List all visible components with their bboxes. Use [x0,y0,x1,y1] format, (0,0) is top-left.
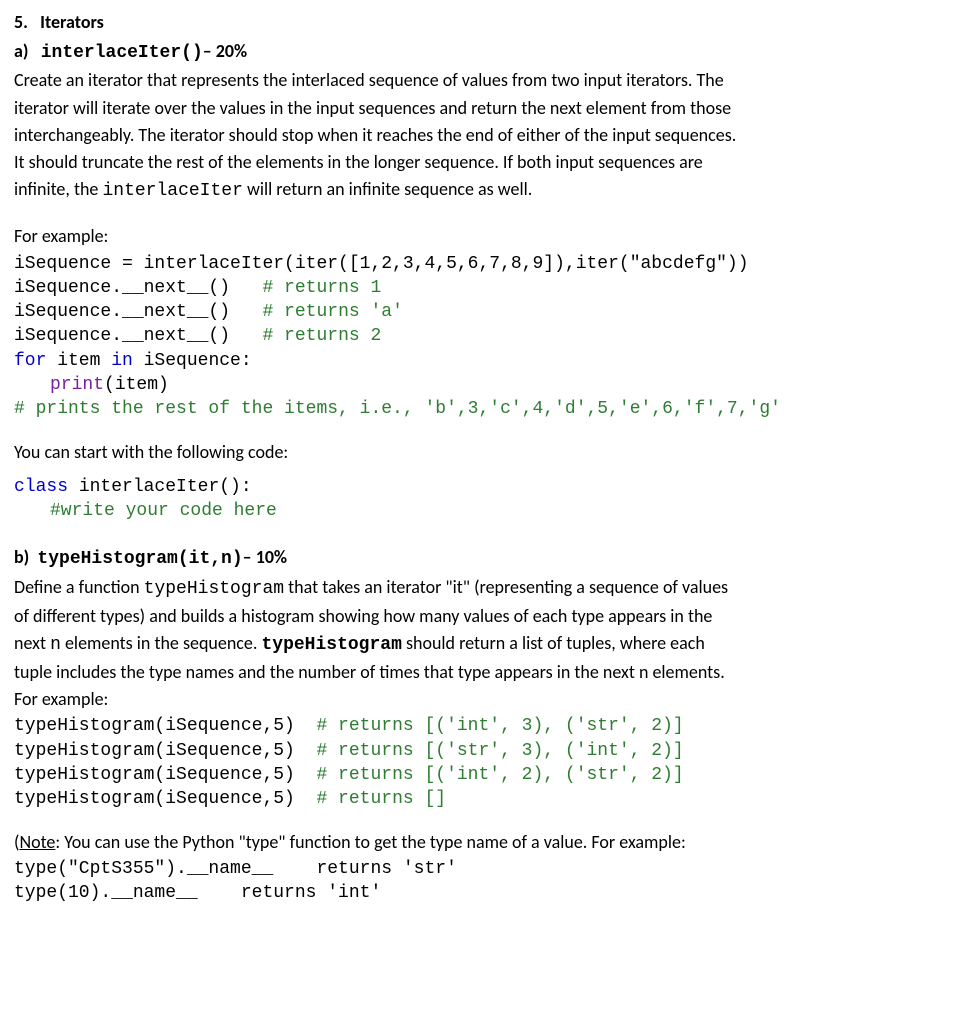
code-b-l1a: typeHistogram(iSequence,5) [14,716,316,736]
part-b-desc-l3-code1: n [50,635,61,655]
code-a-l3a: iSequence.__next__() [14,302,262,322]
code-a-l4b: # returns 2 [262,326,381,346]
note-l3a: type(10).__name__ [14,883,241,903]
part-a-desc-line4: It should truncate the rest of the eleme… [14,150,942,175]
note-line1: (Note: You can use the Python "type" fun… [14,830,942,855]
code-a-l5-mid: item [46,351,111,371]
code-b-l1: typeHistogram(iSequence,5) # returns [('… [14,714,942,738]
part-a-desc-l5-prefix: infinite, the [14,178,102,200]
section-title: Iterators [40,11,104,33]
code-a-l2b: # returns 1 [262,278,381,298]
part-b-desc-l1: Define a function typeHistogram that tak… [14,575,942,602]
part-b-funcname: typeHistogram(it,n) [37,549,242,569]
part-a-desc-line2: iterator will iterate over the values in… [14,96,942,121]
part-b-desc-l1-pre: Define a function [14,576,144,598]
kw-in: in [111,351,133,371]
code-a-l7: # prints the rest of the items, i.e., 'b… [14,397,942,421]
part-b-heading: b) typeHistogram(it,n)– 10% [14,545,942,572]
spacer [14,812,942,830]
section-heading: 5. Iterators [14,10,942,35]
starter-l2: #write your code here [14,499,942,523]
code-a-l3b: # returns 'a' [262,302,402,322]
for-example-a: For example: [14,224,942,249]
part-b-desc-l1-post: that takes an iterator "it" (representin… [284,576,728,598]
code-b-l2b: # returns [('str', 3), ('int', 2)] [316,741,683,761]
part-b-desc-l3: next n elements in the sequence. typeHis… [14,631,942,658]
code-a-l1: iSequence = interlaceIter(iter([1,2,3,4,… [14,252,942,276]
note-l3: type(10).__name__ returns 'int' [14,881,942,905]
part-a-label: a) [14,40,29,62]
code-b-l4b: # returns [] [316,789,446,809]
code-b-l3: typeHistogram(iSequence,5) # returns [('… [14,763,942,787]
part-a-heading: a) interlaceIter()– 20% [14,39,942,66]
code-a-l2a: iSequence.__next__() [14,278,262,298]
code-a-l4a: iSequence.__next__() [14,326,262,346]
kw-for: for [14,351,46,371]
note-label: Note [19,831,55,853]
part-b-weight: – 10% [243,546,287,568]
code-b-l4: typeHistogram(iSequence,5) # returns [] [14,787,942,811]
part-b-desc-l2: of different types) and builds a histogr… [14,604,942,629]
kw-class: class [14,477,68,497]
code-b-l2a: typeHistogram(iSequence,5) [14,741,316,761]
code-b-l3b: # returns [('int', 2), ('str', 2)] [316,765,683,785]
part-b-desc-l3-code2: typeHistogram [261,635,401,655]
part-a-funcname: interlaceIter() [41,43,203,63]
code-b-l1b: # returns [('int', 3), ('str', 2)] [316,716,683,736]
starter-l1-rest: interlaceIter(): [68,477,252,497]
part-a-desc-l5-suffix: will return an infinite sequence as well… [243,178,532,200]
note-l2: type("CptS355").__name__ returns 'str' [14,857,942,881]
note-rest: : You can use the Python "type" function… [55,831,685,853]
part-b-desc-l3-mid: elements in the sequence. [61,632,262,654]
note-l2b: returns 'str' [316,859,456,879]
spacer [14,467,942,475]
for-example-b: For example: [14,687,942,712]
part-a-weight: – 20% [203,40,247,62]
code-a-l2: iSequence.__next__() # returns 1 [14,276,942,300]
part-b-desc-l4: tuple includes the type names and the nu… [14,660,942,685]
spacer [14,523,942,541]
part-b-desc-l3-post: should return a list of tuples, where ea… [402,632,705,654]
code-a-l6-rest: (item) [104,375,169,395]
part-a-desc-l5-code: interlaceIter [102,181,242,201]
part-b-desc-l3-pre: next [14,632,50,654]
part-b-label: b) [14,546,29,568]
start-with: You can start with the following code: [14,440,942,465]
part-a-desc-line5: infinite, the interlaceIter will return … [14,177,942,204]
part-b-desc-l1-code: typeHistogram [144,579,284,599]
part-a-desc-line1: Create an iterator that represents the i… [14,68,942,93]
code-a-l5: for item in iSequence: [14,349,942,373]
code-a-l4: iSequence.__next__() # returns 2 [14,324,942,348]
code-b-l2: typeHistogram(iSequence,5) # returns [('… [14,739,942,763]
code-a-l6: print(item) [14,373,942,397]
spacer [14,206,942,224]
code-b-l3a: typeHistogram(iSequence,5) [14,765,316,785]
note-l3b: returns 'int' [241,883,381,903]
section-number: 5. [14,11,28,33]
starter-l1: class interlaceIter(): [14,475,942,499]
code-a-l3: iSequence.__next__() # returns 'a' [14,300,942,324]
note-l2a: type("CptS355").__name__ [14,859,316,879]
part-a-desc-line3: interchangeably. The iterator should sto… [14,123,942,148]
code-b-l4a: typeHistogram(iSequence,5) [14,789,316,809]
code-a-l5-end: iSequence: [133,351,252,371]
spacer [14,422,942,440]
builtin-print: print [50,375,104,395]
